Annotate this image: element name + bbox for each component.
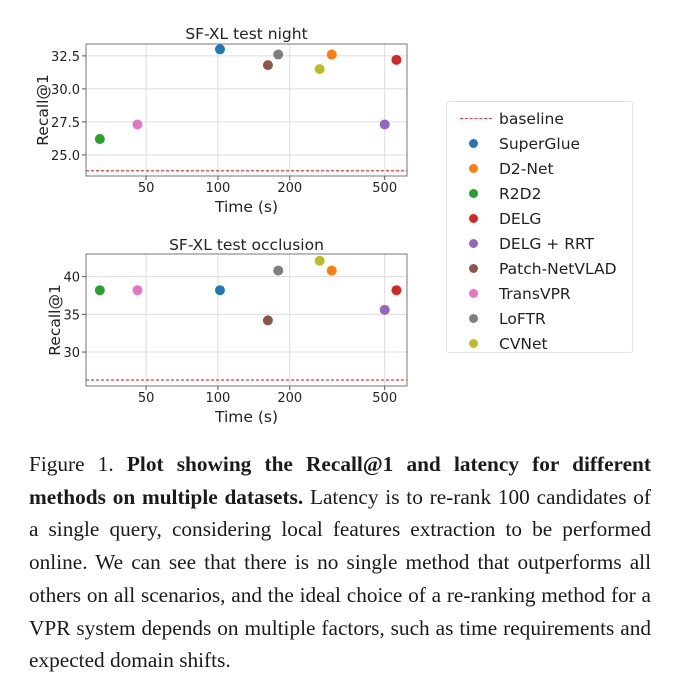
legend-item: SuperGlue [447, 131, 632, 156]
legend-label: DELG + RRT [499, 234, 595, 253]
chart-sf-xl-night: 50 100 200 500 25.0 27.5 30.0 32.5 SF-XL test ni… [34, 25, 408, 216]
legend-label: D2-Net [499, 159, 554, 178]
caption-bold: Plot showing the Recall@1 and latency fo… [29, 452, 651, 509]
legend-label: SuperGlue [499, 134, 581, 153]
y-axis-label: Recall@1 [34, 74, 52, 146]
legend-marker-dot-icon [468, 239, 478, 248]
legend-item: DELG + RRT [447, 231, 632, 256]
y-tick-label: 32.5 [51, 50, 80, 65]
data-point-delg-rrt [379, 119, 390, 130]
legend-items: SuperGlue D2-Net R2D2 DELG DELG + RRT Patch-N… [447, 131, 632, 356]
y-tick-label: 27.5 [51, 116, 80, 131]
legend-marker-dot-icon [468, 139, 478, 148]
x-tick-label: 500 [372, 391, 397, 406]
plot-frame [85, 43, 408, 177]
data-point-loftr [273, 49, 284, 60]
legend-marker-dot-icon [468, 264, 478, 273]
data-point-transvpr [132, 285, 143, 296]
plot-frame [85, 253, 408, 387]
legend: baseline SuperGlue D2-Net R2D2 DELG DELG + R… [446, 101, 633, 353]
chart-title: SF-XL test night [185, 25, 307, 43]
data-point-r2d2 [94, 134, 105, 145]
legend-label: Patch-NetVLAD [499, 259, 617, 278]
x-tick-label: 100 [206, 391, 231, 406]
data-point-cvnet [314, 255, 325, 266]
data-point-patch-netvlad [262, 315, 273, 326]
legend-marker-dot-icon [468, 314, 478, 323]
legend-label: R2D2 [499, 184, 542, 203]
data-point-transvpr [132, 119, 143, 130]
data-point-delg-rrt [379, 304, 390, 315]
y-tick-label: 30.0 [51, 83, 80, 98]
caption-text: Latency is to re-rank 100 candidates of … [29, 484, 652, 673]
legend-item: DELG [447, 206, 632, 231]
x-tick-label: 200 [277, 391, 302, 406]
x-tick-label: 50 [138, 181, 155, 196]
x-tick-label: 50 [138, 391, 155, 406]
data-point-superglue [214, 285, 225, 296]
legend-marker-dot-icon [468, 289, 478, 298]
legend-label: DELG [499, 209, 542, 228]
chart-sf-xl-occlusion: 50 100 200 500 30 35 40 SF-XL test occlusion Tim… [46, 236, 408, 426]
y-tick-label: 25.0 [51, 149, 80, 164]
legend-label: LoFTR [499, 309, 546, 328]
legend-marker-dot-icon [468, 189, 478, 198]
caption-label: Figure 1. [29, 452, 114, 476]
legend-item: CVNet [447, 331, 632, 356]
data-point-d2-net [326, 49, 337, 60]
legend-label: TransVPR [499, 284, 571, 303]
legend-marker-dot-icon [468, 214, 478, 223]
x-tick-label: 500 [372, 181, 397, 196]
data-point-r2d2 [94, 285, 105, 296]
legend-item: TransVPR [447, 281, 632, 306]
data-point-cvnet [314, 64, 325, 75]
legend-item: D2-Net [447, 156, 632, 181]
legend-item-baseline: baseline [447, 106, 632, 131]
x-axis-label: Time (s) [214, 198, 278, 216]
legend-item: Patch-NetVLAD [447, 256, 632, 281]
y-tick-label: 30 [63, 346, 80, 361]
y-axis-label: Recall@1 [46, 284, 64, 356]
figure-canvas: 50 100 200 500 25.0 27.5 30.0 32.5 SF-XL test ni… [34, 25, 408, 426]
baseline-dash-icon [460, 118, 492, 119]
legend-marker-dot-icon [468, 164, 478, 173]
legend-marker-dot-icon [468, 339, 478, 348]
x-tick-label: 100 [206, 181, 231, 196]
data-point-delg [391, 54, 402, 65]
data-point-delg [391, 285, 402, 296]
y-tick-label: 35 [63, 308, 80, 323]
figure-caption: Figure 1. Plot showing the Recall@1 and … [29, 448, 651, 677]
legend-label: CVNet [499, 334, 548, 353]
legend-item: R2D2 [447, 181, 632, 206]
data-point-d2-net [326, 265, 337, 276]
data-point-superglue [214, 44, 225, 55]
x-tick-label: 200 [277, 181, 302, 196]
chart-title: SF-XL test occlusion [169, 236, 324, 254]
data-point-loftr [273, 265, 284, 276]
x-axis-label: Time (s) [214, 408, 278, 426]
y-tick-label: 40 [63, 271, 80, 286]
legend-label: baseline [499, 109, 564, 128]
data-point-patch-netvlad [262, 60, 273, 71]
legend-item: LoFTR [447, 306, 632, 331]
